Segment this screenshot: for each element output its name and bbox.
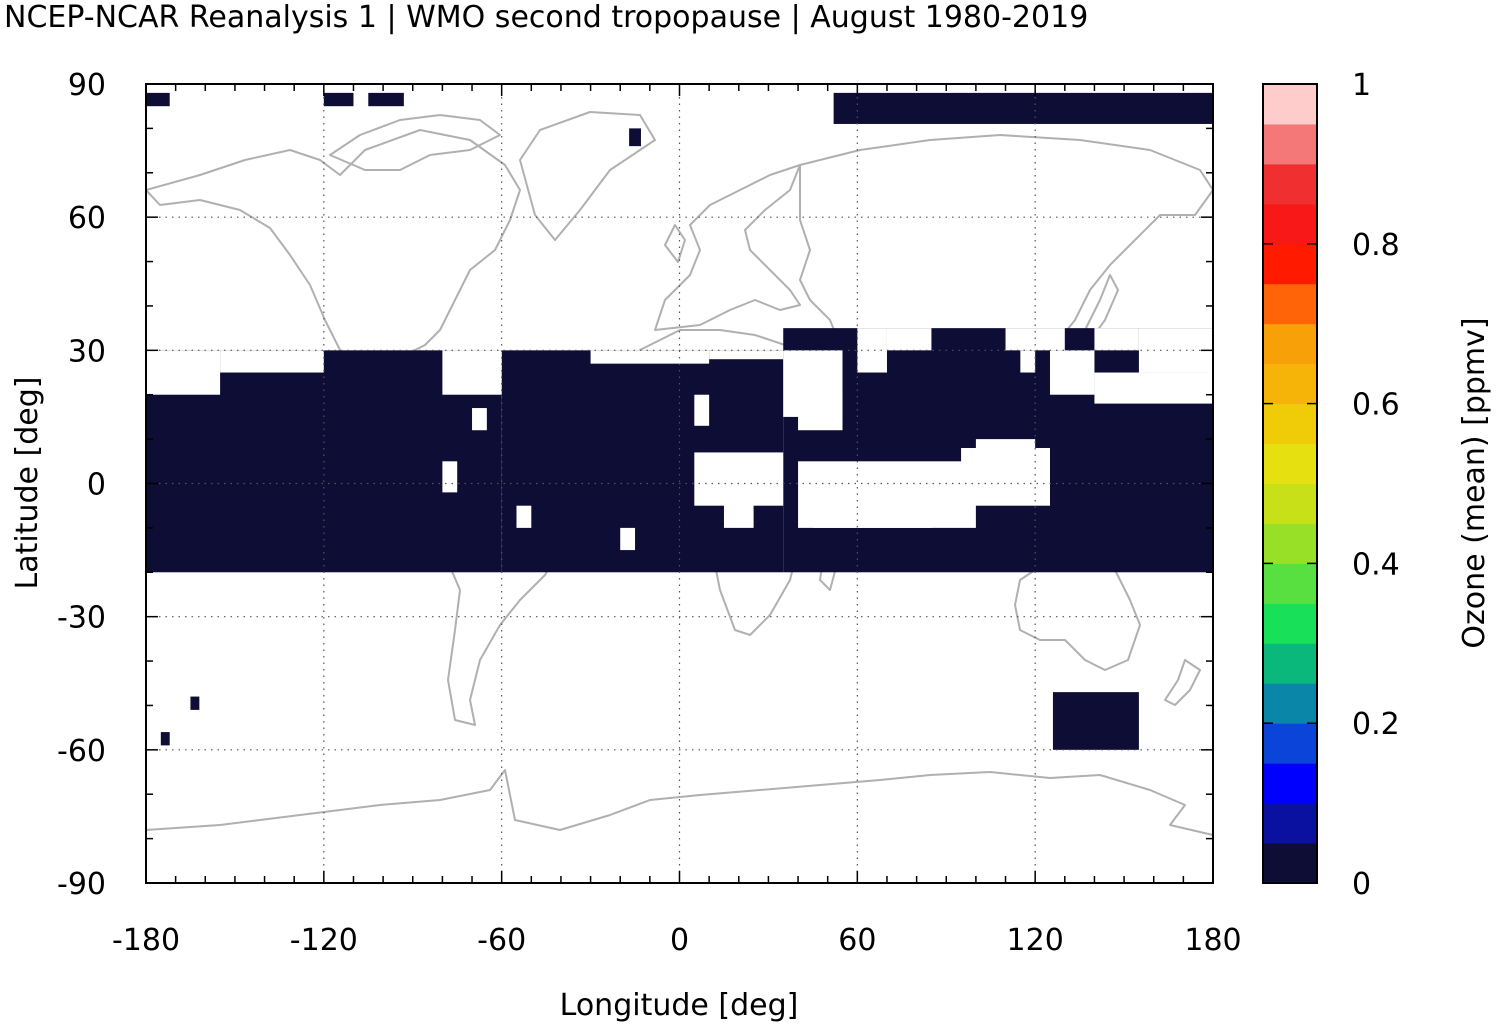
colorbar-swatch — [1263, 683, 1317, 724]
x-tick-label: -180 — [112, 923, 180, 958]
coastline-arctic-islands — [329, 114, 501, 171]
y-tick-label: -30 — [57, 601, 106, 636]
heatmap-region — [833, 92, 1213, 124]
grid-lines — [146, 84, 1213, 883]
missing-cell — [472, 408, 487, 431]
y-tick-label: 90 — [68, 68, 106, 103]
missing-cell — [1094, 372, 1213, 404]
coastline-antarctica — [146, 769, 1213, 836]
heatmap-cell — [323, 92, 354, 107]
colorbar-tick-label: 0.4 — [1352, 547, 1400, 582]
axis-ticks — [145, 83, 1214, 884]
missing-cell — [442, 461, 458, 493]
colorbar — [1263, 84, 1317, 884]
y-axis-label: Latitude [deg] — [10, 377, 45, 590]
missing-cell — [1005, 328, 1065, 351]
coastline-europe — [654, 164, 801, 331]
missing-cell — [961, 447, 1050, 506]
colorbar-tick-label: 0 — [1352, 867, 1371, 902]
colorbar-frame — [1262, 83, 1318, 884]
coastline-greenland — [519, 111, 656, 241]
heatmap-cell — [146, 92, 170, 107]
colorbar-swatch — [1263, 323, 1317, 365]
missing-cell — [1094, 328, 1139, 351]
missing-cell — [975, 439, 1036, 457]
x-tick-label: 60 — [838, 923, 876, 958]
missing-cell — [1049, 350, 1095, 395]
x-axis-label: Longitude [deg] — [560, 988, 799, 1023]
colorbar-tick-label: 1 — [1352, 68, 1371, 103]
colorbar-swatch — [1263, 643, 1317, 684]
colorbar-swatch — [1263, 483, 1317, 524]
x-tick-label: 180 — [1184, 923, 1241, 958]
colorbar-swatch — [1263, 403, 1317, 445]
x-tick-label: 120 — [1007, 923, 1064, 958]
missing-cell — [694, 394, 710, 426]
colorbar-tick-label: 0.8 — [1352, 228, 1400, 263]
colorbar-swatch — [1263, 523, 1317, 564]
x-tick-labels: -180 -120 -60 0 60 120 180 — [112, 923, 1242, 958]
y-tick-labels: -90 -60 -30 0 30 60 90 — [57, 68, 106, 902]
missing-cell — [812, 505, 932, 528]
colorbar-swatch — [1263, 443, 1317, 484]
missing-cell — [516, 505, 532, 528]
coastline-new-zealand — [1164, 659, 1201, 706]
heatmap-region — [1052, 692, 1139, 750]
missing-cell — [886, 328, 932, 351]
x-tick-label: -120 — [290, 923, 358, 958]
colorbar-swatch — [1263, 603, 1317, 644]
x-tick-label: 0 — [670, 923, 689, 958]
colorbar-swatch — [1263, 803, 1317, 844]
heatmap-cell — [629, 128, 641, 147]
colorbar-swatch — [1263, 563, 1317, 604]
missing-cell — [694, 452, 784, 506]
missing-cell — [220, 350, 324, 373]
missing-cell — [457, 350, 502, 373]
y-tick-label: 0 — [87, 468, 106, 503]
missing-cell — [723, 496, 754, 528]
heatmap-cell — [190, 696, 200, 710]
colorbar-swatch — [1263, 763, 1317, 804]
colorbar-swatch — [1263, 243, 1317, 285]
colorbar-swatch — [1263, 84, 1317, 125]
heatmap-cells — [146, 92, 1213, 750]
colorbar-swatch — [1263, 843, 1317, 884]
colorbar-tick-label: 0.2 — [1352, 707, 1400, 742]
colorbar-swatch — [1263, 123, 1317, 165]
missing-cell — [1138, 328, 1213, 373]
x-tick-label: -60 — [477, 923, 526, 958]
colorbar-swatch — [1263, 163, 1317, 205]
colorbar-swatch — [1263, 363, 1317, 405]
missing-cell — [709, 350, 784, 360]
colorbar-label: Ozone (mean) [ppmv] — [1457, 317, 1492, 648]
colorbar-swatch — [1263, 203, 1317, 245]
chart-title: NCEP-NCAR Reanalysis 1 | WMO second trop… — [4, 0, 1089, 35]
y-tick-label: -90 — [57, 867, 106, 902]
colorbar-tick-labels: 0 0.2 0.4 0.6 0.8 1 — [1263, 68, 1400, 902]
heatmap-cell — [160, 732, 170, 746]
missing-cell — [1020, 350, 1036, 373]
colorbar-swatch — [1263, 283, 1317, 325]
colorbar-tick-label: 0.6 — [1352, 388, 1400, 423]
y-tick-label: 30 — [68, 334, 106, 369]
missing-cell — [146, 350, 221, 395]
coastline-uk — [664, 224, 686, 263]
y-tick-label: -60 — [57, 734, 106, 769]
heatmap-cell — [368, 92, 404, 107]
missing-cell — [798, 394, 843, 431]
y-tick-label: 60 — [68, 201, 106, 236]
colorbar-swatch — [1263, 723, 1317, 764]
missing-cell — [590, 350, 710, 364]
missing-cell — [620, 527, 636, 551]
